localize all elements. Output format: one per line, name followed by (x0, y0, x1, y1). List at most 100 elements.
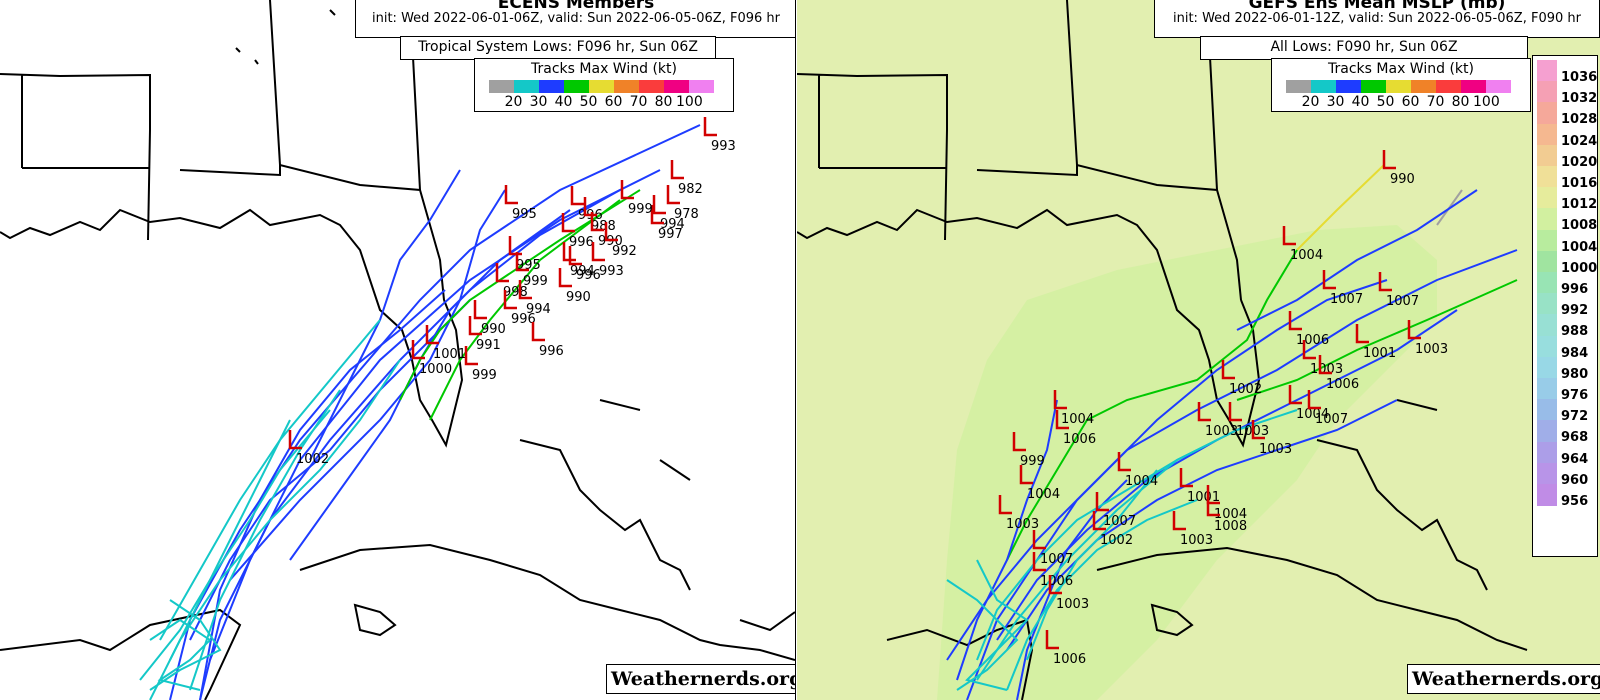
colorbar-cell (1537, 293, 1557, 316)
colorbar-label: 1024 (1561, 133, 1598, 149)
colorbar-label: 996 (1561, 282, 1589, 297)
low-marker-icon (1378, 272, 1392, 292)
wind-legend-swatches (1286, 80, 1530, 93)
storm-track (399, 189, 641, 401)
low-pressure-label: 999 (472, 368, 497, 383)
wind-label: 100 (1473, 94, 1500, 110)
storm-track (159, 319, 381, 641)
low-pressure-label: 996 (511, 312, 536, 327)
low-pressure-label: 1004 (1214, 507, 1247, 522)
colorbar-label: 1028 (1561, 112, 1598, 128)
low-marker-icon (1055, 410, 1069, 430)
low-pressure-label: 996 (569, 235, 594, 250)
panel-title: GEFS Ens Mean MSLP (mb) (1248, 0, 1506, 13)
low-marker-icon (1407, 320, 1421, 340)
low-marker-icon (670, 160, 684, 180)
low-marker-icon (504, 185, 518, 205)
low-pressure-label: 1004 (1296, 407, 1329, 422)
low-marker-icon (518, 280, 532, 300)
low-marker-icon (652, 195, 666, 215)
low-pressure-label: 1003 (1205, 424, 1238, 439)
wind-swatch (489, 80, 514, 93)
colorbar-cell (1537, 208, 1557, 231)
colorbar-cell (1537, 356, 1557, 379)
low-marker-icon (1032, 552, 1046, 572)
wind-swatch (1486, 80, 1511, 93)
low-pressure-label: 998 (503, 285, 528, 300)
wind-label: 100 (676, 94, 703, 110)
wind-label: 30 (529, 94, 548, 110)
wind-swatch (539, 80, 564, 93)
low-pressure-label: 1008 (1214, 519, 1247, 534)
low-pressure-label: 1007 (1040, 552, 1073, 567)
low-pressure-label: 992 (612, 244, 637, 259)
low-marker-icon (1179, 468, 1193, 488)
watermark: Weathernerds.org (1407, 664, 1600, 694)
low-marker-icon (1221, 360, 1235, 380)
colorbar-label: 956 (1561, 494, 1589, 509)
wind-label: 60 (1401, 94, 1420, 110)
low-marker-icon (1045, 630, 1059, 650)
colorbar-label: 1000 (1561, 260, 1598, 276)
wind-swatch (664, 80, 689, 93)
storm-track (946, 579, 1019, 691)
low-marker-icon (1095, 492, 1109, 512)
low-pressure-label: 1002 (1229, 382, 1262, 397)
low-pressure-label: 1004 (1061, 412, 1094, 427)
low-pressure-label: 1006 (1040, 574, 1073, 589)
system-line: All Lows: F090 hr, Sun 06Z (1270, 39, 1458, 55)
low-marker-icon (591, 242, 605, 262)
low-pressure-label: 1001 (1363, 346, 1396, 361)
low-pressure-label: 999 (1020, 454, 1045, 469)
low-marker-icon (568, 246, 582, 266)
colorbar-label: 992 (1561, 303, 1589, 319)
wind-label: 30 (1326, 94, 1345, 110)
low-pressure-label: 1001 (1187, 490, 1220, 505)
wind-label: 80 (1451, 94, 1470, 110)
wind-swatch (1386, 80, 1411, 93)
colorbar-cell (1537, 441, 1557, 464)
low-marker-icon (561, 213, 575, 233)
colorbar-label: 988 (1561, 324, 1589, 340)
colorbar-cell (1537, 166, 1557, 189)
wind-label: 40 (1351, 94, 1370, 110)
wind-swatch (1336, 80, 1361, 93)
storm-track (199, 189, 621, 700)
colorbar-label: 1036 (1561, 70, 1598, 85)
low-marker-icon (1355, 324, 1369, 344)
low-marker-icon (1382, 150, 1396, 170)
storm-track (229, 189, 506, 581)
low-marker-icon (620, 180, 634, 200)
colorbar-cell (1537, 102, 1557, 125)
low-marker-icon (468, 316, 482, 336)
wind-label: 20 (1301, 94, 1320, 110)
low-pressure-label: 1007 (1386, 294, 1419, 309)
wind-swatch (589, 80, 614, 93)
storm-track (149, 618, 212, 691)
low-pressure-label: 988 (591, 219, 616, 234)
wind-swatch (689, 80, 714, 93)
colorbar-cell (1537, 314, 1557, 337)
low-pressure-label: 993 (599, 264, 624, 279)
low-pressure-label: 1003 (1259, 442, 1292, 457)
low-marker-icon (558, 268, 572, 288)
storm-track (1236, 189, 1478, 331)
storm-track (199, 289, 446, 700)
low-pressure-label: 1007 (1330, 292, 1363, 307)
low-marker-icon (288, 430, 302, 450)
wind-legend-title: Tracks Max Wind (kt) (1328, 61, 1474, 77)
track-lines (139, 124, 701, 700)
storm-track (189, 299, 471, 641)
low-marker-icon (666, 185, 680, 205)
low-pressure-label: 996 (576, 268, 601, 283)
low-marker-icon (1172, 511, 1186, 531)
wind-swatch (1436, 80, 1461, 93)
ecens-header: ECENS Members init: Wed 2022-06-01-06Z, … (355, 0, 795, 38)
colorbar-label: 960 (1561, 472, 1589, 488)
low-marker-icon (1117, 452, 1131, 472)
low-marker-icon (411, 340, 425, 360)
colorbar-cell (1537, 144, 1557, 167)
low-marker-icon (1206, 497, 1220, 517)
